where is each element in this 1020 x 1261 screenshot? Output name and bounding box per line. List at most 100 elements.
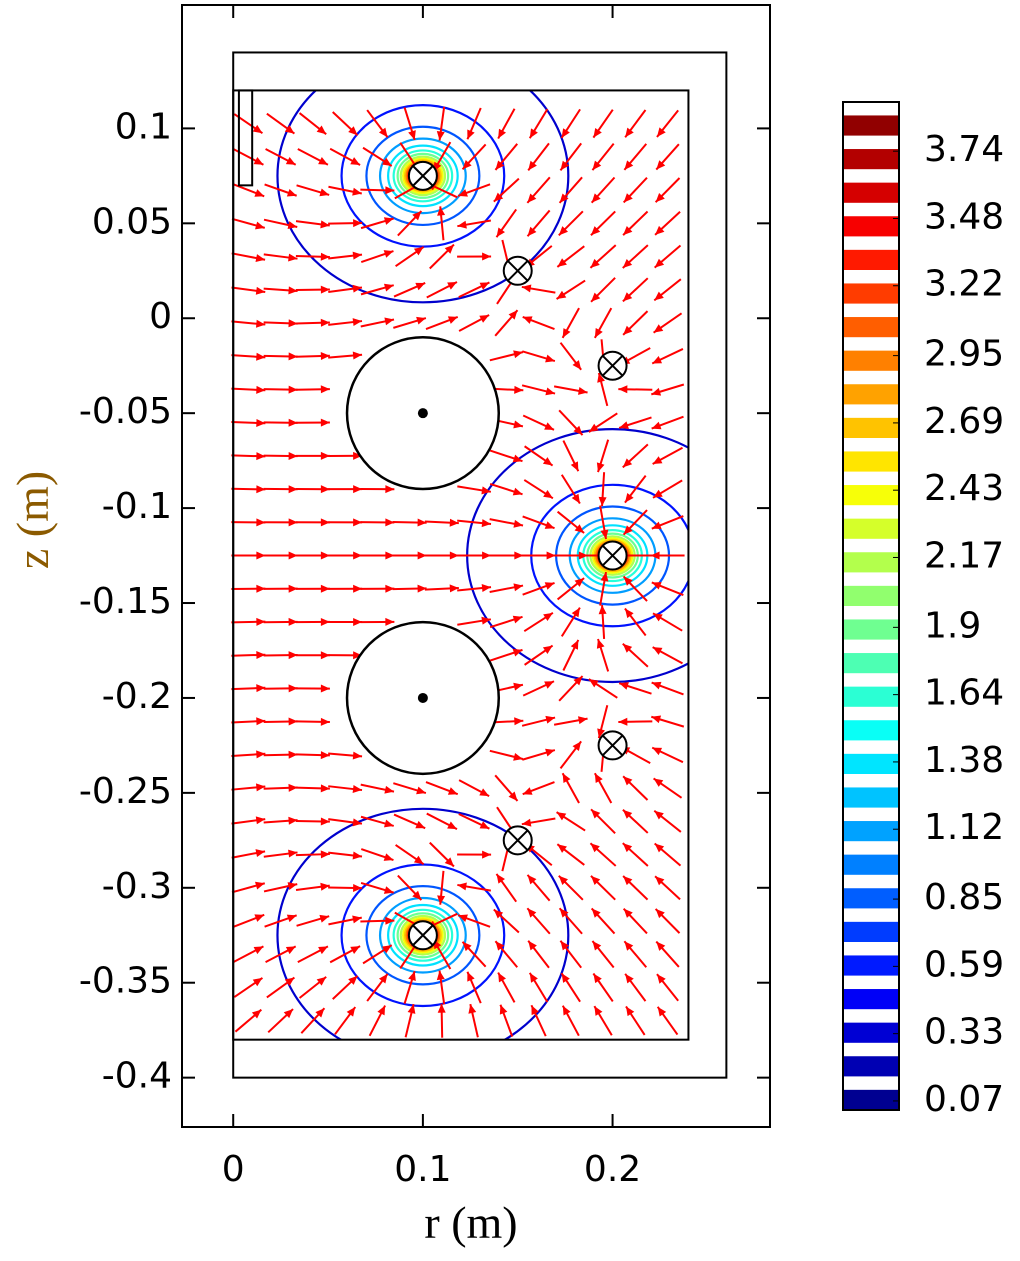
x-axis-label: r (m) xyxy=(424,1197,517,1248)
field-arrow-head xyxy=(545,387,556,396)
field-arrow-head xyxy=(495,941,505,951)
field-arrow-head xyxy=(256,684,266,693)
field-arrow-head xyxy=(468,1004,477,1014)
field-arrow-head xyxy=(622,843,633,853)
contour-line xyxy=(392,908,454,962)
colorbar-band xyxy=(843,283,899,304)
field-arrow-head xyxy=(560,940,570,951)
field-arrow-head xyxy=(653,778,664,787)
field-arrow-head xyxy=(591,292,601,302)
field-arrow-head xyxy=(545,354,555,363)
y-tick-label: -0.35 xyxy=(79,961,172,1002)
colorbar-tick-label: 1.9 xyxy=(924,605,981,646)
field-arrow-head xyxy=(651,582,662,590)
field-arrow-head xyxy=(352,351,363,360)
field-arrow-head xyxy=(544,681,555,689)
colorbar-tick-label: 2.43 xyxy=(924,468,1004,509)
field-arrow-head xyxy=(383,250,394,258)
field-arrow-head xyxy=(320,285,330,294)
field-arrow-head xyxy=(320,882,330,891)
field-arrow-head xyxy=(513,420,523,429)
field-arrow-head xyxy=(320,684,330,693)
y-tick-label: -0.25 xyxy=(79,771,172,812)
field-arrow-head xyxy=(288,518,298,527)
field-arrow-head xyxy=(591,809,601,819)
field-arrow-head xyxy=(352,915,362,924)
field-arrow-head xyxy=(527,908,537,918)
field-arrow-head xyxy=(288,651,298,660)
field-arrow-head xyxy=(288,485,298,494)
colorbar-band xyxy=(843,451,899,472)
field-arrow-head xyxy=(462,941,472,952)
colorbar-band xyxy=(843,417,899,438)
field-arrow-head xyxy=(255,881,265,890)
field-arrow-head xyxy=(574,524,585,533)
contour-line xyxy=(378,137,467,215)
field-arrow-head xyxy=(417,518,427,527)
field-arrow-head xyxy=(346,1007,356,1017)
y-tick-label: 0.1 xyxy=(115,106,172,147)
field-arrow-head xyxy=(588,423,599,432)
field-arrow-head xyxy=(320,252,330,261)
field-arrow-head xyxy=(571,493,580,504)
field-arrow-head xyxy=(288,551,298,560)
field-arrow-head xyxy=(320,817,330,826)
field-arrow-head xyxy=(255,221,265,230)
field-arrow-head xyxy=(598,605,607,615)
colorbar-band xyxy=(843,720,899,741)
field-arrow-head xyxy=(482,252,492,261)
field-arrow-head xyxy=(416,786,426,795)
field-arrow-head xyxy=(447,821,457,830)
field-arrow-head xyxy=(320,551,330,560)
field-arrow-head xyxy=(481,616,491,625)
field-arrow-head xyxy=(654,258,665,268)
field-arrow-head xyxy=(413,855,424,865)
field-arrow-head xyxy=(383,886,394,894)
field-arrow-head xyxy=(624,493,634,503)
field-arrow-head xyxy=(408,971,416,982)
coil-cross xyxy=(412,165,434,187)
field-arrow-head xyxy=(529,972,538,983)
field-arrow-head xyxy=(320,451,330,460)
field-arrow-head xyxy=(545,748,555,757)
field-arrow-head xyxy=(596,639,605,649)
field-arrow-head xyxy=(623,875,633,886)
coil-cross xyxy=(601,355,624,377)
field-arrow-head xyxy=(562,328,571,338)
field-arrow-head xyxy=(622,809,633,819)
field-arrow-head xyxy=(352,751,363,760)
field-arrow-head xyxy=(444,857,454,867)
field-arrow-head xyxy=(385,518,395,527)
field-arrow-head xyxy=(378,127,388,138)
colorbar-band xyxy=(843,115,899,136)
field-arrow-head xyxy=(457,882,467,891)
field-arrow-head xyxy=(513,519,524,528)
field-arrow-head xyxy=(256,418,266,427)
field-arrow-head xyxy=(544,521,555,529)
field-arrow-head xyxy=(352,785,363,794)
field-arrow-head xyxy=(560,160,570,171)
field-arrow-head xyxy=(590,843,600,853)
colorbar-tick-label: 0.85 xyxy=(924,877,1004,918)
field-arrow-head xyxy=(591,193,601,203)
field-arrow-head xyxy=(385,551,395,560)
field-arrow-head xyxy=(623,525,633,535)
field-arrow-head xyxy=(253,946,264,955)
field-arrow-head xyxy=(353,651,363,660)
field-arrow-head xyxy=(498,128,506,139)
field-arrow-head xyxy=(521,284,532,293)
field-arrow-head xyxy=(320,385,330,394)
field-arrow-head xyxy=(597,728,605,739)
field-arrow-head xyxy=(467,971,475,982)
colorbar-band xyxy=(843,653,899,674)
contour-line xyxy=(396,912,450,959)
field-arrow-head xyxy=(529,128,538,139)
colorbar-band xyxy=(843,753,899,774)
field-arrow-head xyxy=(383,853,394,861)
y-tick-label: -0.4 xyxy=(102,1056,172,1097)
field-arrow-head xyxy=(320,717,330,726)
colorbar-tick-label: 3.22 xyxy=(924,264,1004,305)
field-arrow-head xyxy=(449,551,459,560)
colorbar-tick-label: 2.69 xyxy=(924,401,1004,442)
contour-line xyxy=(403,918,442,952)
